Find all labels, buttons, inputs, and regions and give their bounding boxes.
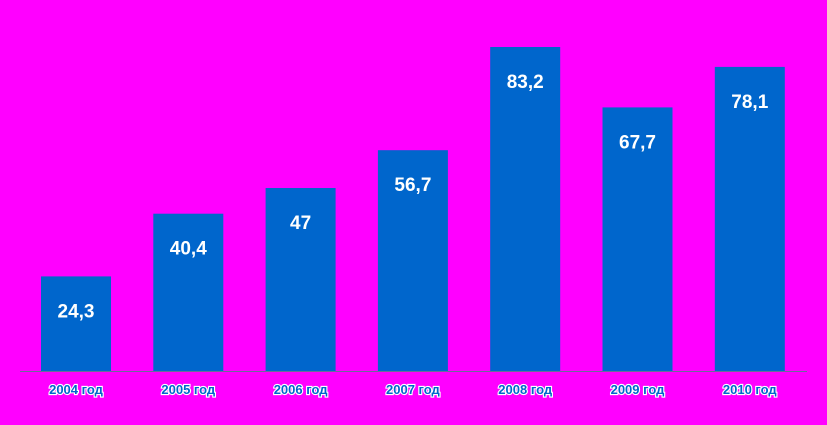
bar-4 bbox=[377, 150, 448, 371]
value-label-6: 67,7 bbox=[619, 132, 656, 153]
value-label-1: 24,3 bbox=[58, 301, 95, 322]
bar-6 bbox=[602, 107, 673, 372]
x-tick-label-6: 2009 год bbox=[611, 382, 666, 397]
value-label-5: 83,2 bbox=[507, 72, 544, 93]
bar-1 bbox=[41, 276, 111, 371]
bar-7 bbox=[714, 66, 785, 372]
value-label-group: 24,3 40,4 47 56,7 83,2 67,7 78,1 bbox=[58, 72, 769, 322]
x-tick-label-1: 2004 год bbox=[49, 382, 104, 397]
x-tick-label-5: 2008 год bbox=[498, 382, 553, 397]
bar-5 bbox=[490, 47, 561, 371]
x-tick-label-4: 2007 год bbox=[386, 382, 441, 397]
bar-2 bbox=[153, 213, 224, 371]
x-tick-label-2: 2005 год bbox=[161, 382, 216, 397]
x-tick-label-7: 2010 год bbox=[723, 382, 778, 397]
value-label-7: 78,1 bbox=[731, 92, 768, 113]
bar-group bbox=[41, 47, 785, 372]
value-label-4: 56,7 bbox=[394, 175, 431, 196]
x-tick-label-group: 2004 год 2005 год 2006 год 2007 год 2008 год… bbox=[48, 381, 779, 398]
value-label-3: 47 bbox=[290, 213, 311, 234]
bar-3 bbox=[265, 188, 336, 371]
x-tick-label-3: 2006 год bbox=[274, 382, 329, 397]
value-label-2: 40,4 bbox=[170, 239, 207, 260]
